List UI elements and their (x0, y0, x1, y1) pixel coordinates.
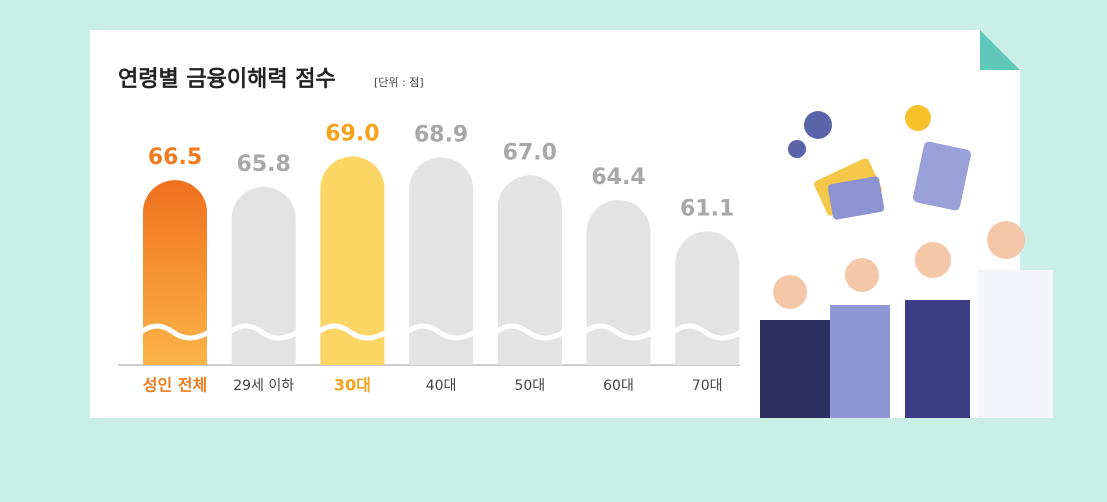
fold (980, 30, 1020, 70)
illustration (760, 105, 1053, 418)
value-label: 66.5 (148, 145, 202, 170)
axis-break (316, 323, 388, 341)
value-label: 67.0 (503, 140, 557, 165)
x-tick-label: 50대 (514, 378, 545, 394)
value-label: 61.1 (680, 196, 734, 221)
value-label: 64.4 (591, 165, 645, 190)
chart-subtitle: [단위 : 점] (374, 76, 424, 89)
axis-break (494, 323, 566, 341)
chart-title: 연령별 금융이해력 점수 (118, 67, 336, 92)
bar (320, 156, 385, 365)
bar (409, 157, 474, 365)
bar (231, 186, 296, 365)
bar (143, 180, 207, 365)
x-tick-label: 40대 (426, 378, 457, 394)
bar (497, 175, 562, 365)
value-label: 68.9 (414, 122, 468, 147)
bar (586, 200, 651, 365)
axis-break (139, 323, 211, 341)
x-tick-label: 30대 (334, 376, 371, 395)
x-tick-label: 성인 전체 (143, 376, 207, 395)
bar (675, 231, 740, 365)
x-tick-label: 60대 (603, 378, 634, 394)
value-label: 69.0 (325, 121, 379, 146)
axis-break (228, 323, 299, 341)
x-tick-label: 29세 이하 (233, 378, 294, 394)
axis-break (671, 323, 743, 341)
axis-break (583, 323, 654, 341)
value-label: 65.8 (237, 152, 291, 177)
x-tick-label: 70대 (692, 378, 723, 394)
axis-break (405, 323, 477, 341)
